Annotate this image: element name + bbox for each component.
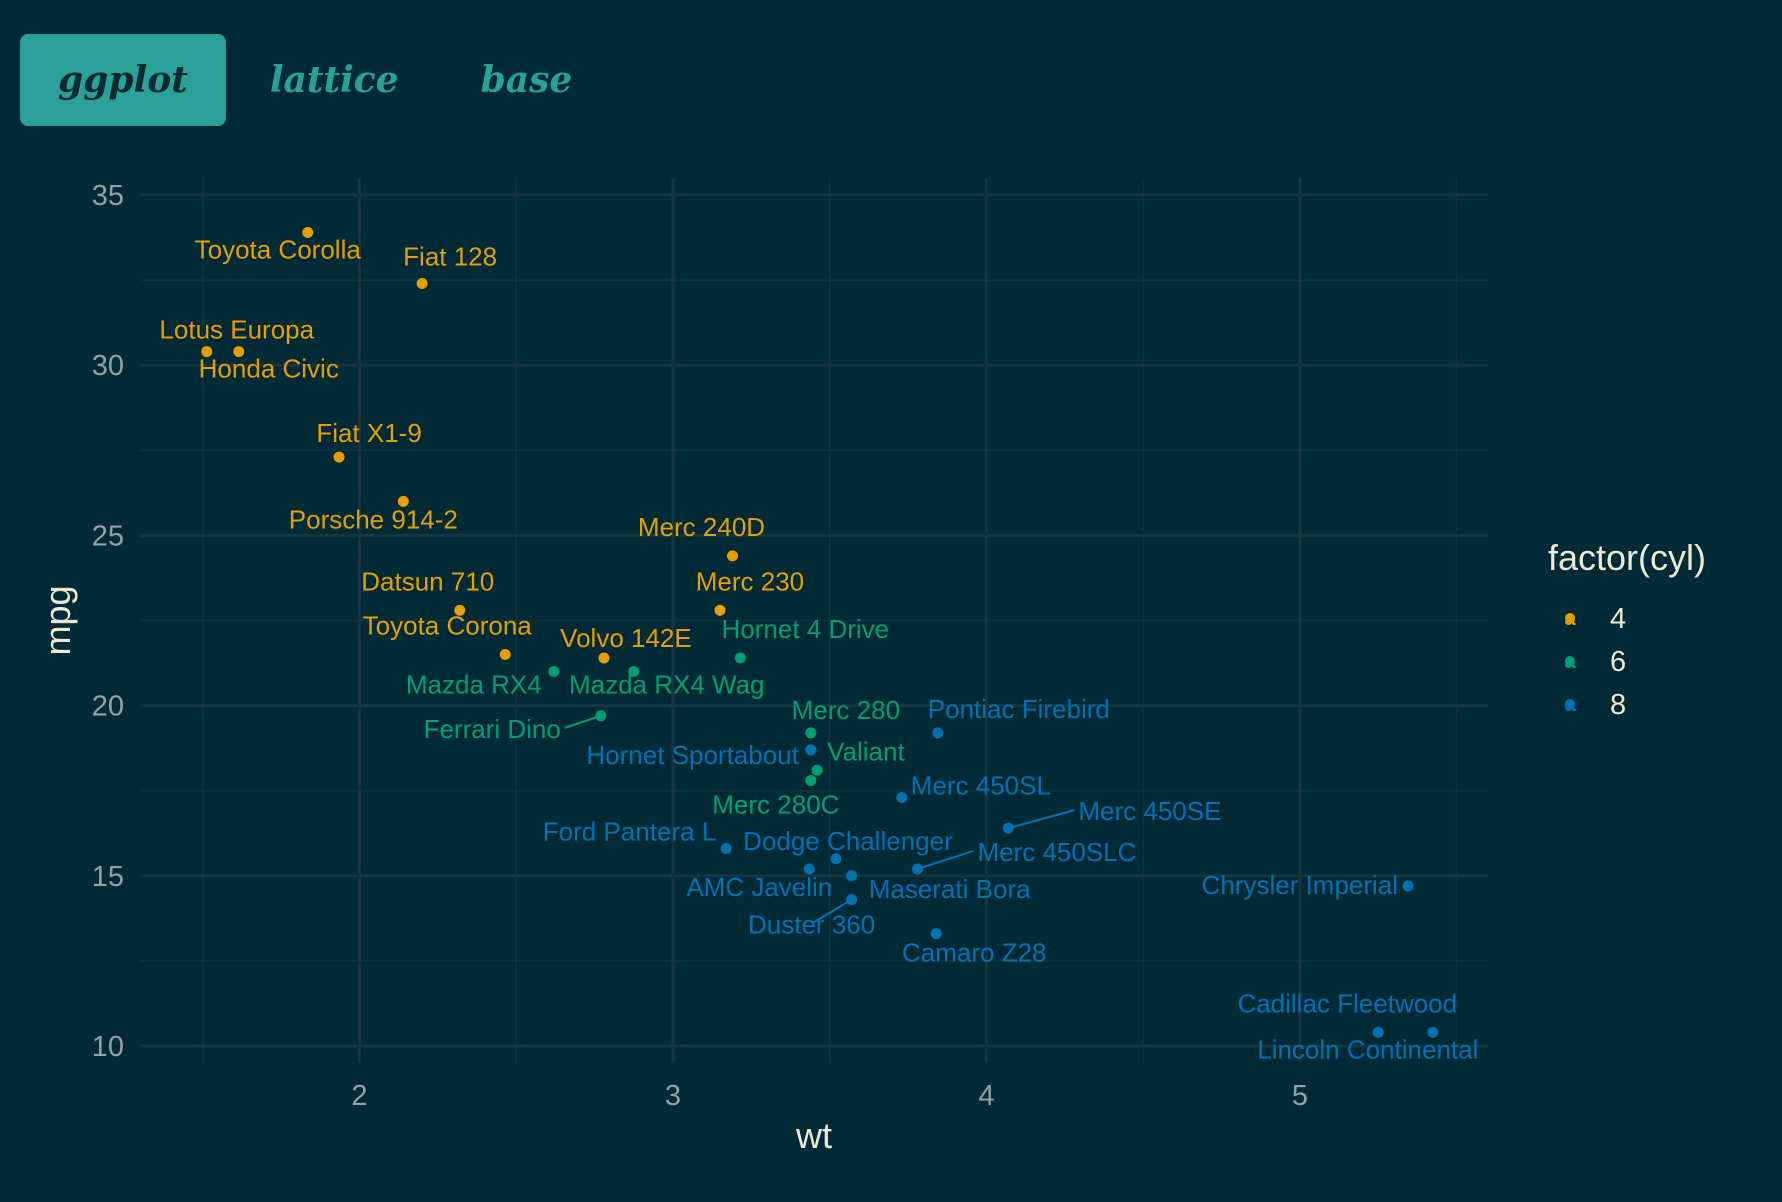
data-point bbox=[1427, 1026, 1439, 1038]
point-label: Fiat 128 bbox=[403, 242, 497, 272]
y-tick-label: 25 bbox=[92, 520, 124, 552]
legend-label: 6 bbox=[1610, 646, 1626, 678]
label-leader-line bbox=[917, 850, 974, 870]
data-point bbox=[499, 649, 511, 661]
point-label: Valiant bbox=[827, 736, 905, 766]
data-point bbox=[726, 550, 738, 562]
data-point bbox=[846, 870, 858, 882]
y-tick-label: 20 bbox=[92, 691, 124, 723]
y-tick-label: 35 bbox=[92, 180, 124, 212]
data-point bbox=[302, 226, 314, 238]
tab-ggplot[interactable]: ggplot bbox=[20, 34, 226, 126]
tab-base[interactable]: base bbox=[480, 59, 573, 101]
x-tick-label: 5 bbox=[1292, 1080, 1308, 1112]
data-point bbox=[1372, 1026, 1384, 1038]
point-label: Ford Pantera L bbox=[543, 817, 716, 847]
point-label: Mazda RX4 bbox=[406, 670, 542, 700]
label-leader-line bbox=[564, 714, 602, 729]
data-point bbox=[830, 853, 842, 865]
data-point bbox=[454, 604, 466, 616]
point-label: Dodge Challenger bbox=[743, 826, 953, 856]
point-label: Merc 240D bbox=[638, 512, 765, 542]
point-label: Toyota Corona bbox=[363, 611, 533, 641]
data-point bbox=[803, 863, 815, 875]
y-axis-title: mpg bbox=[37, 585, 78, 655]
point-label: AMC Javelin bbox=[686, 872, 832, 902]
data-point bbox=[233, 346, 245, 358]
data-point bbox=[932, 727, 944, 739]
data-point bbox=[846, 894, 858, 906]
point-label: Merc 450SL bbox=[911, 771, 1051, 801]
data-point bbox=[714, 604, 726, 616]
point-label: Lincoln Continental bbox=[1257, 1034, 1478, 1064]
data-point bbox=[595, 710, 607, 722]
label-leader-line bbox=[811, 898, 853, 925]
data-point bbox=[805, 727, 817, 739]
point-label: Merc 230 bbox=[696, 566, 804, 596]
point-label: Datsun 710 bbox=[361, 566, 494, 596]
point-label: Cadillac Fleetwood bbox=[1237, 988, 1457, 1018]
data-point bbox=[930, 928, 942, 940]
plot-type-tabs: ggplot lattice base bbox=[20, 34, 616, 126]
point-label: Merc 450SE bbox=[1078, 796, 1221, 826]
tab-lattice[interactable]: lattice bbox=[269, 59, 399, 101]
y-tick-label: 10 bbox=[92, 1031, 124, 1063]
point-label: Fiat X1-9 bbox=[316, 418, 422, 448]
point-label: Camaro Z28 bbox=[902, 938, 1047, 968]
label-leader-line bbox=[1008, 809, 1075, 830]
data-point bbox=[734, 652, 746, 664]
legend-key-point bbox=[1565, 656, 1575, 666]
y-tick-label: 15 bbox=[92, 861, 124, 893]
data-point bbox=[397, 495, 409, 507]
data-point bbox=[805, 744, 817, 756]
data-point bbox=[911, 863, 923, 875]
legend-label: 8 bbox=[1610, 689, 1626, 721]
data-point bbox=[548, 666, 560, 678]
data-point bbox=[1402, 880, 1414, 892]
point-label: Chrysler Imperial bbox=[1202, 870, 1399, 900]
point-label: Maserati Bora bbox=[869, 874, 1031, 904]
legend-label: 4 bbox=[1610, 603, 1626, 635]
point-label: Merc 280C bbox=[712, 789, 839, 819]
point-label: Porsche 914-2 bbox=[289, 504, 458, 534]
point-label: Merc 280 bbox=[792, 695, 900, 725]
data-point bbox=[720, 843, 732, 855]
data-point bbox=[896, 792, 908, 803]
point-label: Volvo 142E bbox=[560, 623, 692, 653]
point-label: Ferrari Dino bbox=[424, 714, 561, 744]
x-tick-label: 4 bbox=[978, 1080, 994, 1112]
point-label: Honda Civic bbox=[199, 354, 339, 384]
data-point bbox=[416, 278, 428, 290]
point-label: Hornet 4 Drive bbox=[722, 614, 890, 644]
data-point bbox=[201, 346, 213, 358]
legend-key-point bbox=[1565, 613, 1575, 623]
data-point bbox=[628, 666, 640, 678]
point-label: Mazda RX4 Wag bbox=[569, 670, 765, 700]
data-point bbox=[1002, 822, 1014, 834]
data-point bbox=[811, 764, 823, 776]
data-point bbox=[805, 774, 817, 786]
data-point bbox=[333, 451, 345, 463]
data-point bbox=[598, 652, 610, 664]
legend-title: factor(cyl) bbox=[1548, 537, 1706, 578]
x-tick-label: 3 bbox=[665, 1080, 681, 1112]
point-label: Toyota Corolla bbox=[195, 234, 362, 264]
x-tick-label: 2 bbox=[351, 1080, 367, 1112]
legend-key-point bbox=[1565, 699, 1575, 709]
point-label: Merc 450SLC bbox=[977, 837, 1136, 867]
x-axis-title: wt bbox=[795, 1115, 832, 1156]
point-label: Hornet Sportabout bbox=[586, 740, 799, 770]
point-label: Duster 360 bbox=[748, 910, 875, 940]
point-label: Lotus Europa bbox=[159, 315, 314, 345]
y-tick-label: 30 bbox=[92, 350, 124, 382]
point-label: Pontiac Firebird bbox=[928, 694, 1110, 724]
